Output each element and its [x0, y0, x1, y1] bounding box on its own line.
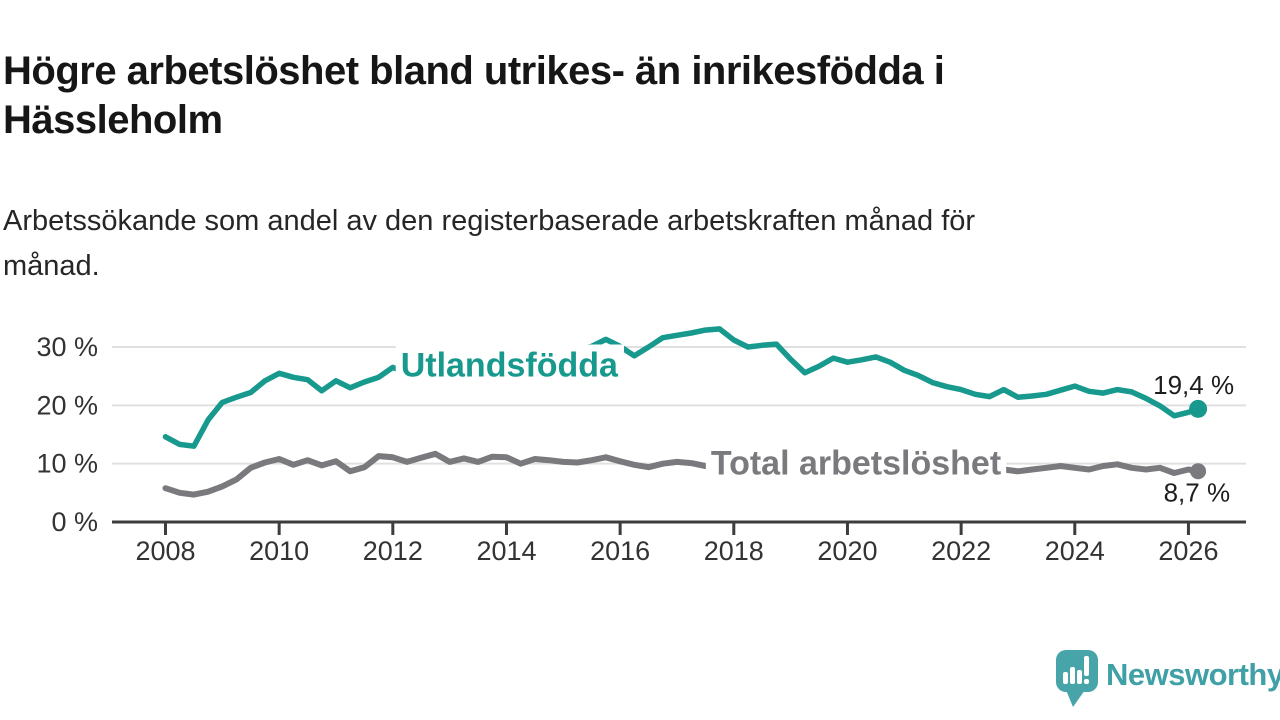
- brand-wordmark: Newsworthy: [1106, 657, 1280, 692]
- series-line-utlandsfodda: [162, 326, 1201, 449]
- newsworthy-logo: Newsworthy: [1056, 650, 1280, 707]
- series-line-total-arbetsloshet: [162, 450, 1202, 498]
- x-axis-tick-label: 2014: [476, 536, 536, 566]
- end-value-label-total-arbetsloshet: 8,7 %: [1164, 477, 1231, 507]
- x-axis-tick-label: 2026: [1158, 536, 1218, 566]
- y-axis-tick-label: 10 %: [36, 449, 98, 479]
- x-axis-tick-label: 2012: [363, 536, 423, 566]
- x-axis-tick-label: 2018: [704, 536, 764, 566]
- x-axis-tick-label: 2008: [135, 536, 195, 566]
- x-axis-tick-label: 2020: [817, 536, 877, 566]
- x-axis-tick-label: 2010: [249, 536, 309, 566]
- chart-subtitle: Arbetssökande som andel av den registerb…: [3, 205, 976, 282]
- unemployment-line-chart: 0 % 10 % 20 % 30 % 2008 2010 2012 2014 2016 2018 2…: [36, 326, 1246, 566]
- y-axis-tick-label: 30 %: [36, 332, 98, 362]
- x-axis-tick-label: 2016: [590, 536, 650, 566]
- chart-title: Högre arbetslöshet bland utrikes- än inr…: [3, 48, 945, 142]
- x-axis-tick-label: 2022: [931, 536, 991, 566]
- y-axis-tick-label: 20 %: [36, 390, 98, 420]
- end-value-label-utlandsfodda: 19,4 %: [1153, 370, 1234, 400]
- series-label-halo: [705, 442, 1007, 485]
- series-label-utlandsfodda: Utlandsfödda: [401, 347, 619, 385]
- series-label-halo: [395, 344, 625, 387]
- x-axis-tick-label: 2024: [1045, 536, 1105, 566]
- series-label-total-arbetsloshet: Total arbetslöshet: [711, 445, 1001, 483]
- end-point-dot-total-arbetsloshet: [1190, 463, 1207, 480]
- y-axis-tick-label: 0 %: [51, 507, 98, 537]
- end-point-dot-utlandsfodda: [1189, 399, 1208, 418]
- newsworthy-speech-bubble-bar-chart-icon: [1056, 650, 1098, 707]
